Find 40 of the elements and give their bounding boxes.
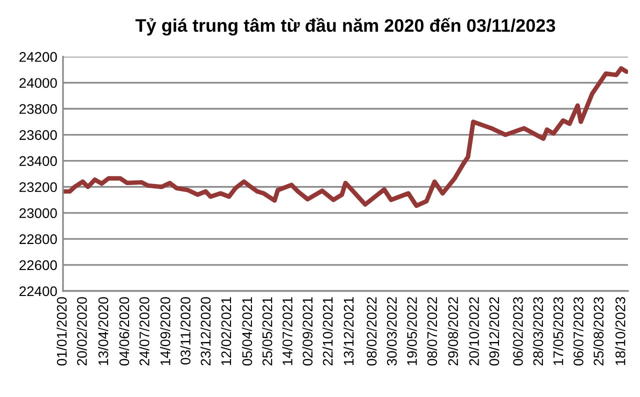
x-tick-label: 29/08/2022 bbox=[448, 297, 458, 366]
x-tick-label: 12/02/2021 bbox=[220, 297, 232, 365]
chart-title: Tỷ giá trung tâm từ đầu năm 2020 đến 03/11/2023 bbox=[135, 18, 556, 36]
x-tick-label: 23/12/2020 bbox=[200, 297, 211, 366]
x-tick-label: 13/04/2020 bbox=[98, 297, 108, 365]
x-tick-label: 06/02/2023 bbox=[512, 297, 523, 366]
x-tick-label: 24/07/2020 bbox=[139, 297, 150, 366]
x-tick-label: 14/07/2021 bbox=[282, 297, 292, 365]
x-tick-label: 01/01/2020 bbox=[56, 297, 67, 366]
x-tick-label: 20/02/2020 bbox=[76, 297, 87, 366]
x-tick-label: 08/07/2022 bbox=[426, 297, 438, 366]
x-tick-label: 30/03/2022 bbox=[386, 297, 397, 366]
y-tick-label: 22800 bbox=[20, 234, 57, 244]
x-tick-label: 25/05/2021 bbox=[262, 297, 272, 366]
x-tick-label: 28/03/2023 bbox=[532, 297, 544, 366]
x-tick-label: 09/12/2022 bbox=[488, 297, 500, 366]
x-tick-label: 17/05/2023 bbox=[553, 297, 564, 365]
x-tick-label: 25/08/2023 bbox=[593, 297, 604, 366]
y-tick-label: 23600 bbox=[20, 130, 57, 140]
x-tick-label: 18/10/2023 bbox=[615, 297, 626, 365]
y-tick-label: 22600 bbox=[20, 260, 57, 270]
x-tick-label: 13/12/2021 bbox=[343, 297, 354, 365]
x-tick-label: 02/09/2021 bbox=[302, 297, 313, 366]
y-tick-label: 22400 bbox=[20, 286, 57, 296]
x-tick-label: 05/04/2021 bbox=[242, 297, 252, 366]
x-tick-label: 20/10/2022 bbox=[468, 297, 479, 366]
y-tick-label: 23000 bbox=[20, 208, 57, 218]
y-tick-label: 24200 bbox=[20, 52, 57, 62]
y-tick-label: 24000 bbox=[20, 78, 57, 88]
x-tick-label: 06/07/2023 bbox=[573, 297, 584, 366]
x-tick-label: 22/10/2021 bbox=[322, 297, 333, 366]
y-tick-label: 23400 bbox=[20, 156, 57, 166]
x-tick-label: 03/11/2020 bbox=[180, 297, 190, 364]
line-series bbox=[63, 66, 628, 208]
x-tick-label: 14/09/2020 bbox=[160, 297, 170, 365]
y-tick-label: 23800 bbox=[20, 104, 57, 114]
y-tick-label: 23200 bbox=[20, 182, 57, 192]
x-tick-label: 08/02/2022 bbox=[366, 297, 377, 366]
x-tick-label: 04/06/2020 bbox=[118, 297, 130, 366]
x-tick-label: 19/05/2022 bbox=[406, 297, 417, 365]
